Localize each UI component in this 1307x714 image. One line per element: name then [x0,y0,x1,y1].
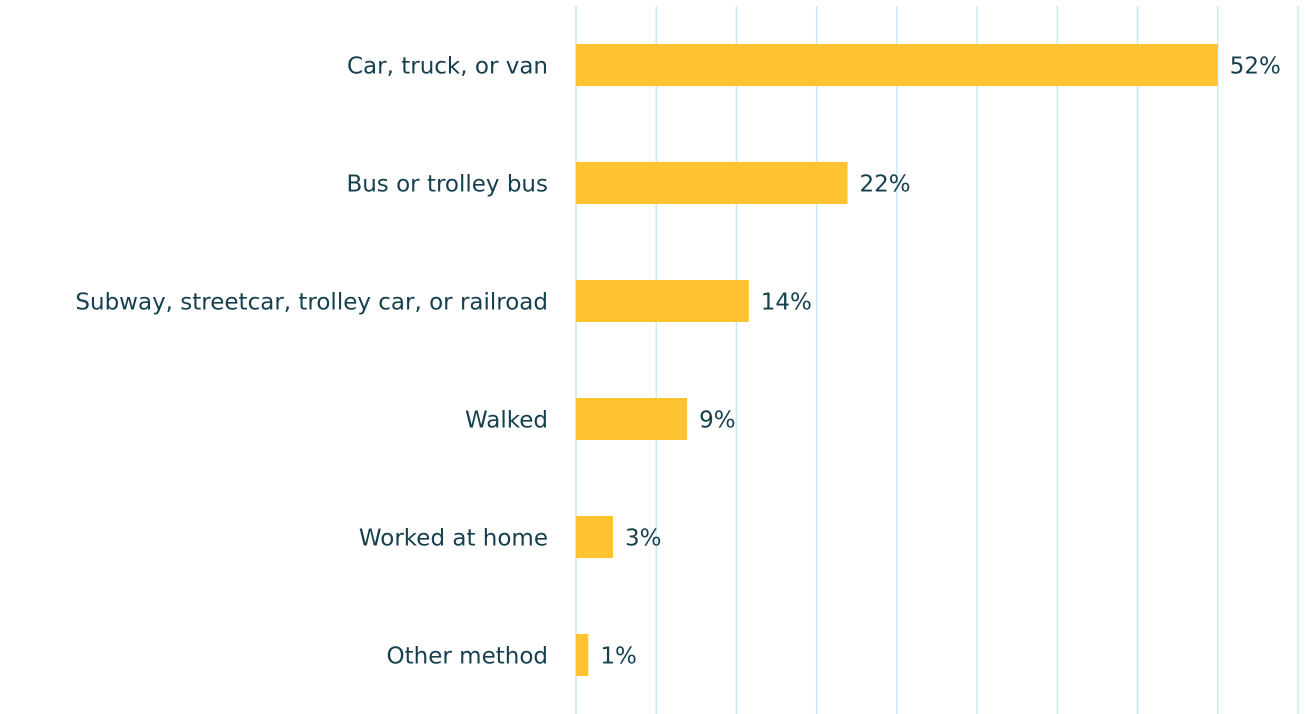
value-label: 52% [1230,54,1281,80]
value-label: 22% [860,172,911,198]
category-label: Subway, streetcar, trolley car, or railr… [75,290,548,316]
category-label: Worked at home [359,526,548,552]
value-label: 14% [761,290,812,316]
bar [576,44,1218,86]
category-label: Walked [465,408,548,434]
bar [576,398,688,440]
category-label: Car, truck, or van [347,54,548,80]
bar [576,516,614,558]
bar [576,280,749,322]
category-label: Other method [387,644,548,670]
bar [576,634,589,676]
bar [576,162,848,204]
value-label: 3% [625,526,662,552]
category-label: Bus or trolley bus [346,172,548,198]
value-label: 1% [600,644,637,670]
value-label: 9% [699,408,736,434]
